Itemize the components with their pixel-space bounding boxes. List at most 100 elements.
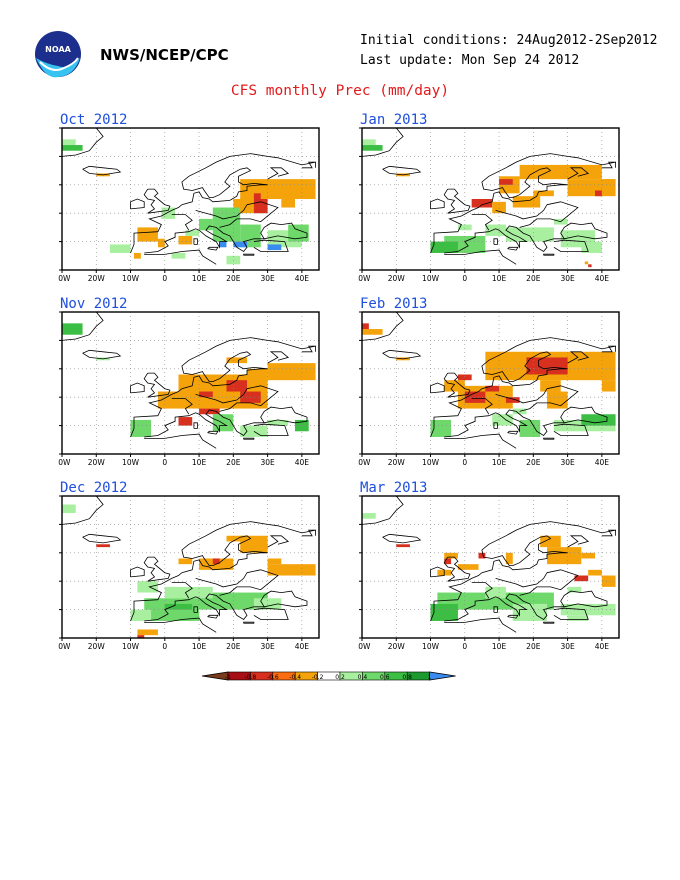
lon-label: 40E	[595, 642, 610, 650]
anomaly-cell	[547, 547, 582, 565]
precip-anomaly-shading	[362, 513, 616, 621]
lon-label: 30W	[58, 458, 71, 466]
anomaly-cell	[240, 179, 316, 199]
gridlines	[362, 496, 619, 638]
coastline	[219, 385, 279, 412]
lon-label: 20E	[526, 458, 541, 466]
coastline	[493, 238, 498, 245]
lon-label: 20W	[88, 458, 106, 466]
anomaly-cell	[574, 575, 589, 582]
anomaly-cell	[199, 391, 213, 398]
precip-anomaly-shading	[362, 139, 616, 268]
lon-label: 30E	[560, 642, 575, 650]
lon-label: 10E	[192, 642, 207, 650]
anomaly-cell	[130, 609, 152, 621]
anomaly-cell	[584, 261, 589, 265]
lon-label: 10W	[422, 642, 440, 650]
coastlines	[61, 311, 316, 449]
anomaly-cell	[540, 535, 561, 548]
coastline	[267, 351, 290, 364]
coastlines	[61, 127, 316, 265]
coastline	[471, 398, 493, 415]
lon-label: 20E	[226, 274, 241, 282]
anomaly-cell	[247, 368, 268, 375]
anomaly-cell	[581, 414, 616, 426]
anomaly-cell	[185, 230, 200, 236]
coastline	[567, 167, 590, 180]
coastline	[130, 198, 145, 210]
anomaly-cell	[137, 629, 158, 636]
coastline	[443, 188, 471, 214]
coastline	[219, 569, 279, 596]
precip-anomaly-shading	[62, 504, 316, 638]
colorbar-label: 0.6	[380, 674, 390, 681]
anomaly-cell	[540, 380, 561, 392]
coastline	[443, 556, 471, 582]
noaa-logo: NOAA	[35, 31, 81, 78]
lon-label: 30W	[358, 458, 371, 466]
lon-label: 40E	[295, 458, 310, 466]
map-canvas: 30N40N50N60N70N80N30W20W10W010E20E30E40E	[58, 495, 320, 650]
anomaly-cell	[253, 598, 282, 610]
coastline	[382, 349, 422, 360]
colorbar-label: -0.8	[245, 674, 257, 681]
coastline	[144, 406, 308, 438]
map-panel-oct-2012: Oct 2012 30N40N50N60N70N80N30W20W10W010E…	[58, 112, 338, 282]
anomaly-cell	[161, 207, 176, 219]
lon-label: 10E	[492, 458, 507, 466]
anomaly-cell	[267, 564, 316, 576]
coastline	[553, 607, 589, 620]
colorbar-label: -0.6	[267, 674, 279, 681]
coastline	[130, 382, 145, 394]
lon-label: 30E	[560, 458, 575, 466]
map-frame	[61, 495, 320, 639]
coastline	[567, 351, 590, 364]
anomaly-cell	[567, 615, 589, 621]
anomaly-cell	[444, 552, 458, 559]
gridlines	[362, 312, 619, 454]
anomaly-cell	[588, 569, 602, 576]
coastline	[430, 198, 445, 210]
anomaly-cell	[62, 139, 76, 146]
anomaly-cell	[362, 513, 376, 519]
lon-label: 40E	[595, 458, 610, 466]
coastline	[430, 382, 445, 394]
colorbar: -1 -0.8 -0.6 -0.4 -0.2 0.2 0.4 0.6 0.8 1	[201, 671, 456, 681]
anomaly-cell	[485, 224, 506, 236]
anomaly-cell	[478, 552, 486, 559]
coastline	[267, 167, 290, 180]
anomaly-cell	[601, 575, 616, 587]
coastline	[507, 430, 519, 435]
anomaly-cell	[295, 419, 309, 432]
coastlines	[61, 495, 316, 633]
coastline	[543, 621, 555, 624]
anomaly-cell	[430, 241, 458, 253]
coastline	[444, 617, 517, 633]
coastline	[130, 566, 145, 578]
lon-label: 30E	[260, 458, 275, 466]
map-frame	[361, 495, 620, 639]
anomaly-cell	[137, 581, 158, 593]
lon-label: 0	[162, 274, 167, 282]
anomaly-cell	[171, 252, 186, 259]
anomaly-cell	[137, 635, 145, 638]
gridlines	[62, 312, 319, 454]
anomaly-cell	[567, 586, 582, 593]
coastlines	[361, 127, 616, 265]
coastline	[193, 606, 198, 613]
coastline	[382, 165, 422, 176]
anomaly-cell	[226, 535, 248, 542]
lon-label: 20W	[388, 458, 406, 466]
lon-label: 20W	[88, 274, 106, 282]
anomaly-cell	[267, 558, 282, 565]
lon-label: 10E	[192, 274, 207, 282]
coastline	[543, 437, 555, 440]
coastline	[144, 590, 308, 622]
colorbar-label: 0.8	[402, 674, 412, 681]
coastline	[243, 253, 255, 256]
coastline	[361, 495, 404, 525]
coastline	[301, 161, 316, 169]
coastline	[444, 249, 517, 265]
panel-title: Oct 2012	[60, 112, 128, 128]
lon-label: 40E	[295, 274, 310, 282]
